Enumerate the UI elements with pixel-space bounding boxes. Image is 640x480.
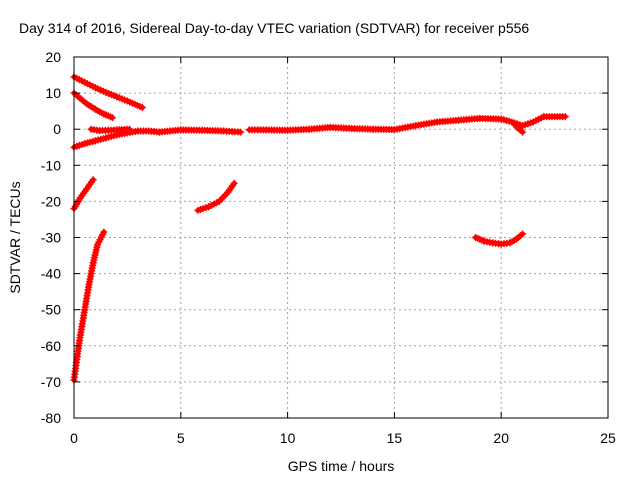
- chart-title: Day 314 of 2016, Sidereal Day-to-day VTE…: [19, 20, 529, 36]
- y-tick-label: -80: [41, 410, 61, 426]
- data-point: [519, 230, 527, 238]
- series-8: [70, 228, 108, 384]
- axis-ticks: [73, 56, 609, 419]
- series-2: [70, 126, 245, 151]
- data-point: [519, 128, 527, 136]
- series-trace: [71, 229, 107, 383]
- series-1: [70, 89, 116, 122]
- y-tick-label: 20: [45, 49, 61, 65]
- series-5: [510, 120, 527, 136]
- x-tick-label: 15: [387, 430, 403, 446]
- grid-lines: [74, 57, 608, 418]
- data-point: [89, 176, 97, 184]
- y-tick-label: 10: [45, 85, 61, 101]
- x-tick-label: 0: [70, 430, 78, 446]
- series-4: [245, 113, 569, 134]
- series-6: [70, 176, 97, 213]
- y-tick-label: -70: [41, 374, 61, 390]
- series-7: [194, 179, 238, 214]
- series-9: [472, 230, 527, 248]
- data-point: [108, 114, 116, 122]
- y-axis-label: SDTVAR / TECUs: [7, 181, 23, 293]
- data-point: [237, 128, 245, 136]
- y-tick-label: -10: [41, 157, 61, 173]
- data-point: [230, 179, 238, 187]
- data-point: [513, 123, 521, 131]
- x-axis-label: GPS time / hours: [288, 458, 395, 474]
- y-tick-label: -40: [41, 266, 61, 282]
- y-tick-label: -30: [41, 230, 61, 246]
- axis-tick-labels: 0 5 10 15 20 25 20 10 0 -10 -20 -30 -40 -50 -60 -70 -80: [41, 49, 616, 446]
- y-tick-label: -50: [41, 302, 61, 318]
- x-tick-label: 20: [493, 430, 509, 446]
- data-point: [561, 113, 569, 121]
- data-point: [138, 104, 146, 111]
- data-point: [100, 228, 108, 236]
- series-3: [87, 125, 133, 135]
- y-tick-label: -20: [41, 193, 61, 209]
- x-tick-label: 25: [600, 430, 616, 446]
- x-tick-label: 10: [280, 430, 296, 446]
- y-tick-label: 0: [53, 121, 61, 137]
- series-0: [70, 73, 146, 111]
- data-series: [70, 73, 569, 384]
- x-tick-label: 5: [177, 430, 185, 446]
- y-tick-label: -60: [41, 338, 61, 354]
- data-point: [126, 125, 133, 133]
